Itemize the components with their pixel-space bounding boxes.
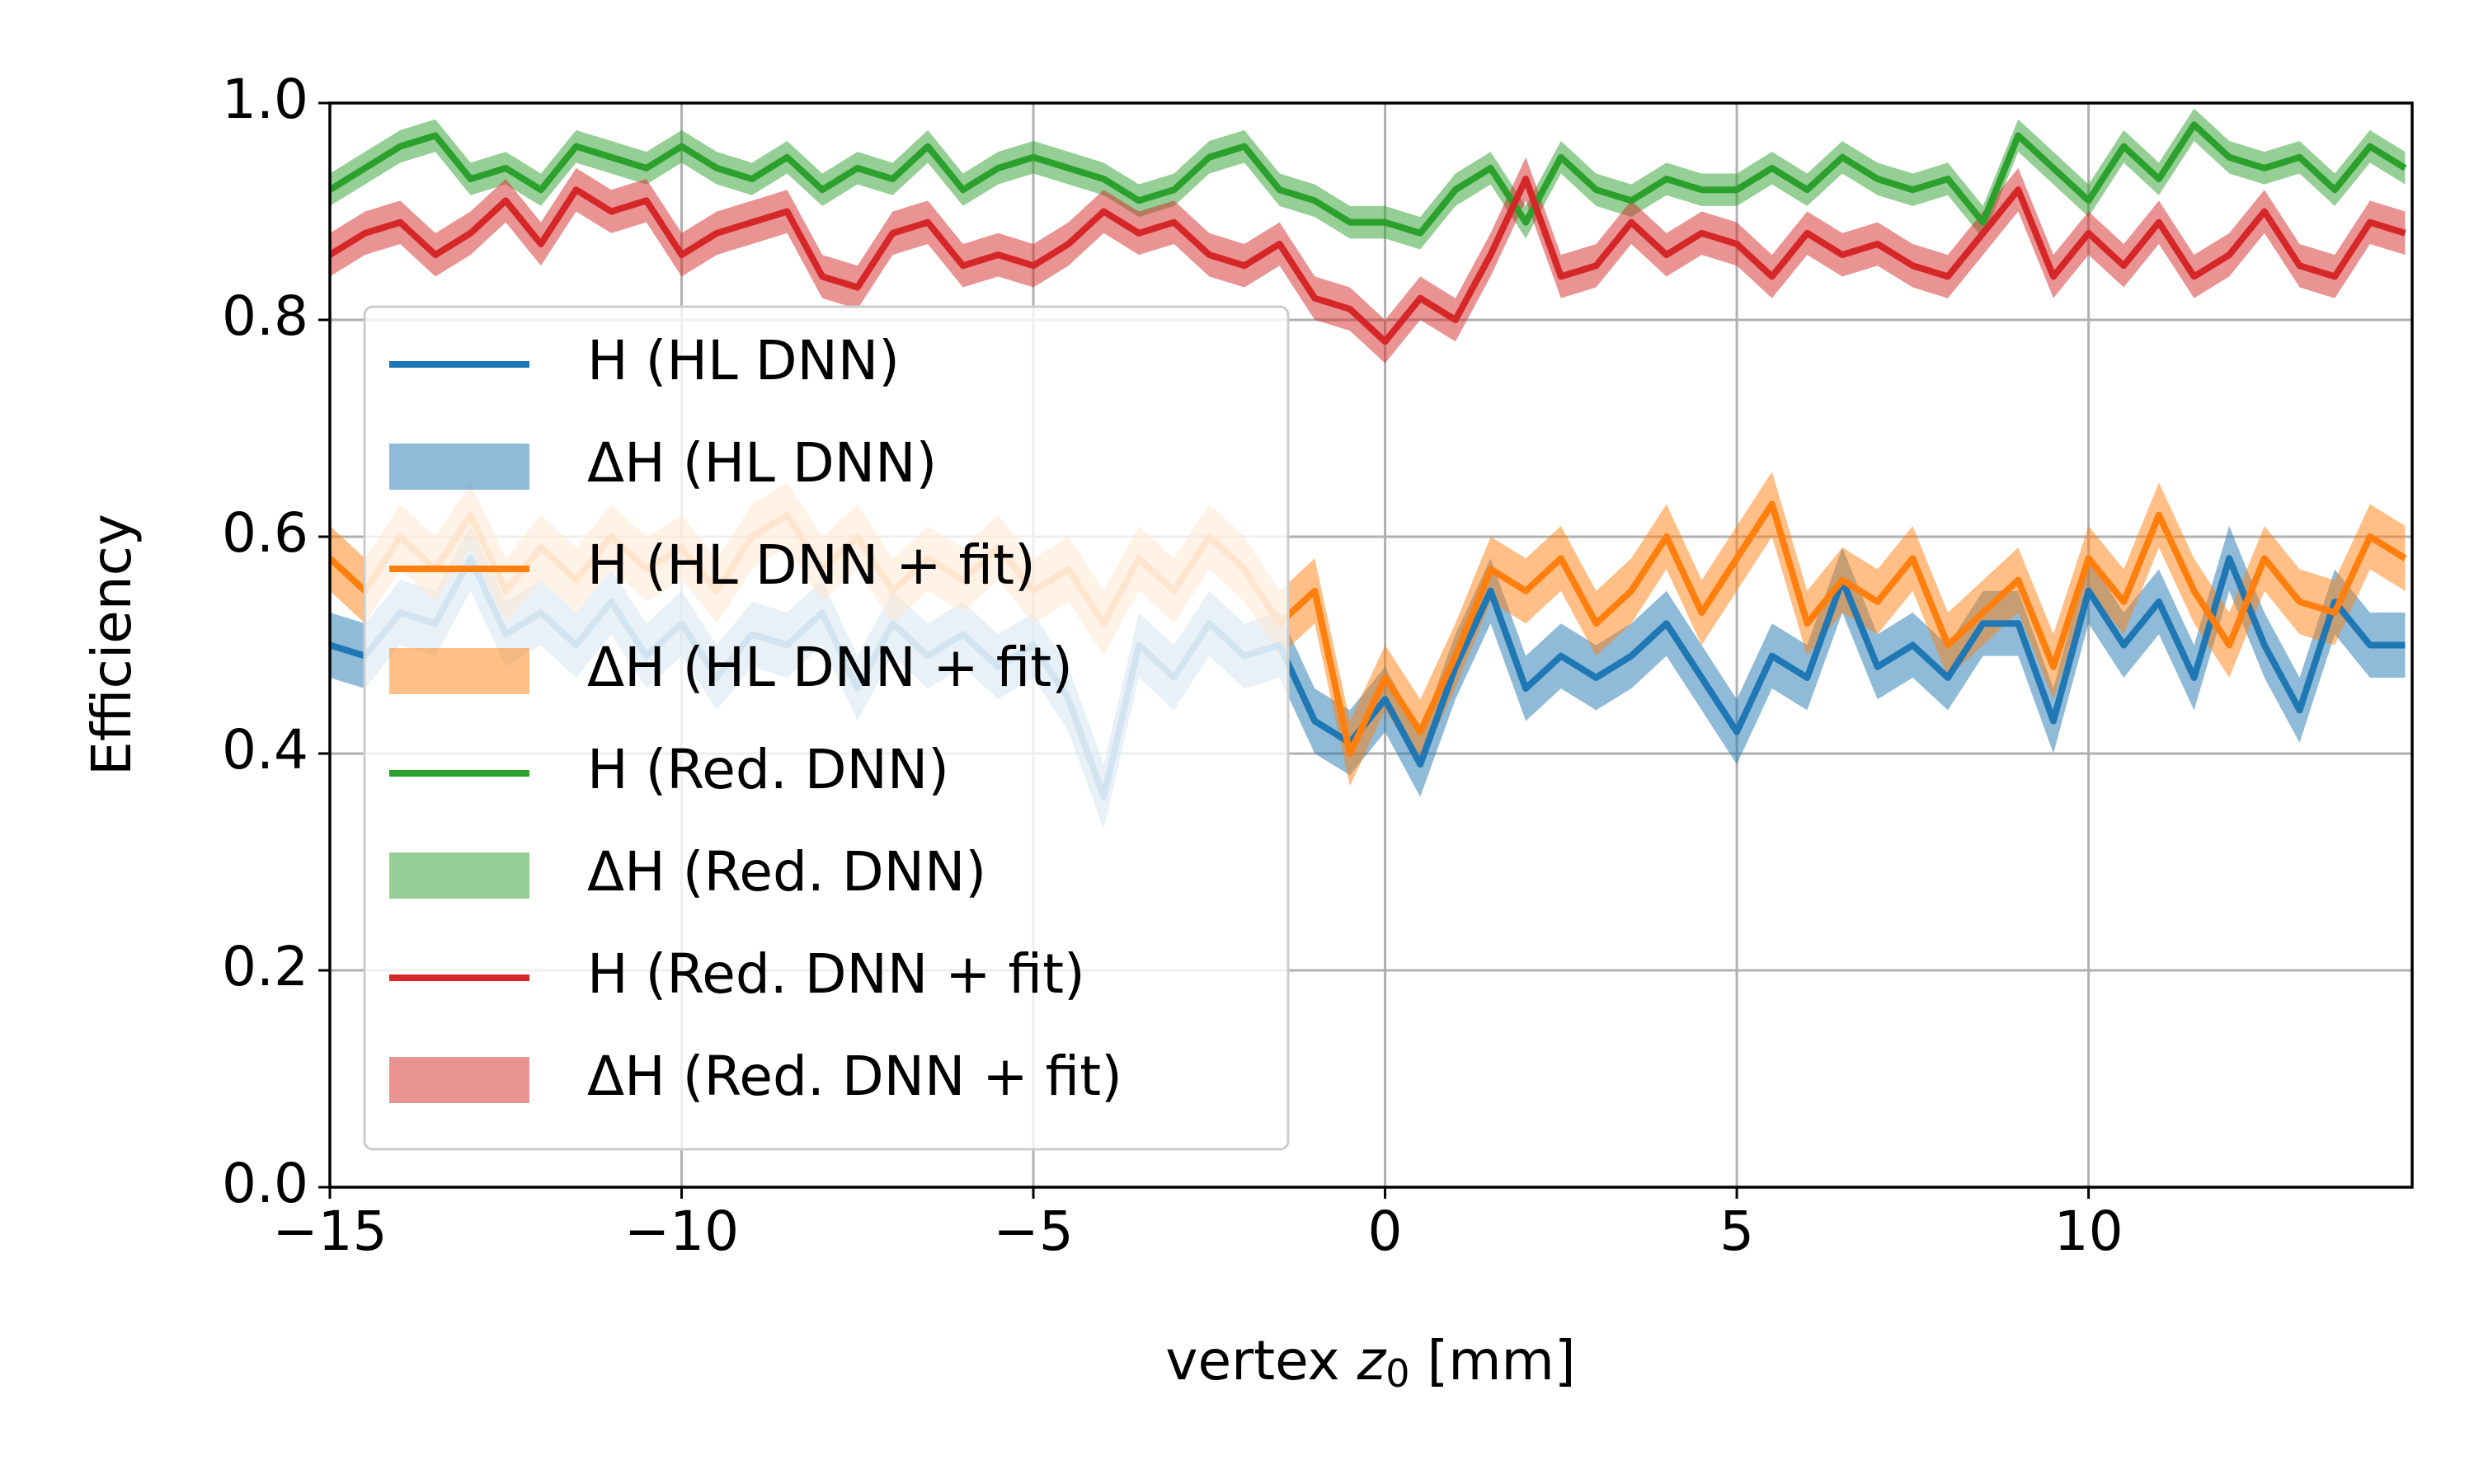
- legend-label: H (HL DNN + fit): [587, 533, 1036, 597]
- legend-box: [363, 305, 1290, 1151]
- y-tick-label: 0.6: [222, 501, 308, 565]
- x-tick-label: 10: [2054, 1200, 2124, 1263]
- x-label-var: z: [1357, 1329, 1387, 1392]
- line: [330, 121, 2407, 237]
- legend-label: H (Red. DNN + fit): [587, 942, 1085, 1006]
- x-tick-label: 0: [1368, 1200, 1403, 1263]
- legend-band: [389, 444, 529, 490]
- legend-label: H (HL DNN): [587, 329, 900, 392]
- y-tick-label: 0.4: [222, 718, 308, 782]
- x-label-unit: [mm]: [1410, 1329, 1576, 1392]
- x-tick-label: −10: [624, 1200, 739, 1263]
- x-label-sub: 0: [1385, 1351, 1409, 1396]
- legend-label: H (Red. DNN): [587, 738, 949, 801]
- legend-label: ΔH (Red. DNN): [587, 840, 986, 904]
- legend-label: ΔH (HL DNN): [587, 431, 937, 495]
- x-axis-label: vertex z0 [mm]: [1165, 1329, 1575, 1395]
- y-tick-label: 1.0: [222, 68, 308, 131]
- x-tick-label: −15: [272, 1200, 387, 1263]
- legend-band: [389, 648, 529, 694]
- legend-band: [389, 1057, 529, 1103]
- x-tick-label: −5: [993, 1200, 1073, 1263]
- y-axis-label: Efficiency: [80, 514, 143, 776]
- x-label-text: vertex: [1165, 1329, 1357, 1392]
- legend-label: ΔH (HL DNN + fit): [587, 636, 1073, 699]
- legend-label: ΔH (Red. DNN + fit): [587, 1045, 1122, 1108]
- legend-band: [389, 852, 529, 899]
- x-tick-label: 5: [1719, 1200, 1754, 1263]
- line: [330, 176, 2406, 345]
- y-tick-label: 0.2: [222, 935, 308, 998]
- y-tick-label: 0.8: [222, 284, 308, 348]
- axes-frame: [328, 101, 2414, 1189]
- y-tick-label: 0.0: [222, 1152, 308, 1215]
